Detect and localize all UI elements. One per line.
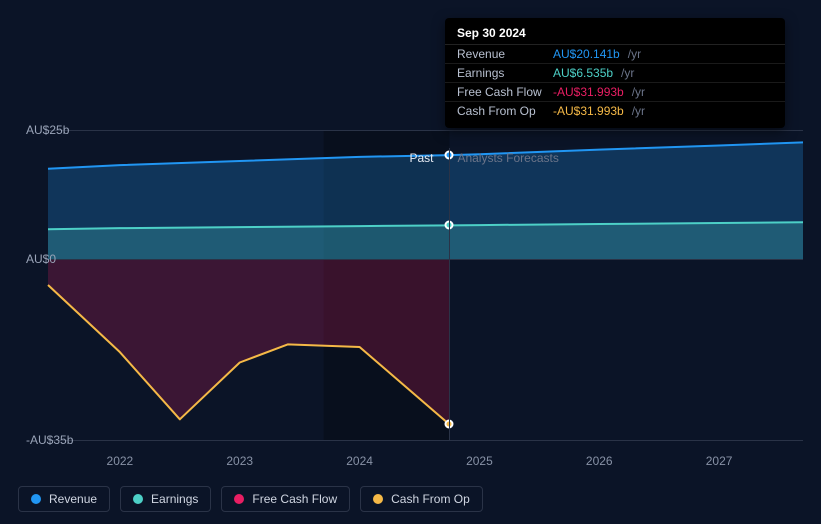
tooltip-row: Revenue AU$20.141b /yr <box>445 45 785 64</box>
x-axis-label: 2023 <box>226 454 253 468</box>
legend-label: Revenue <box>49 492 97 506</box>
x-axis-label: 2026 <box>586 454 613 468</box>
tooltip-row-value: AU$6.535b <box>553 66 613 80</box>
tooltip-row: Cash From Op -AU$31.993b /yr <box>445 102 785 120</box>
y-axis-label: AU$25b <box>26 123 69 137</box>
y-gridline <box>48 440 803 441</box>
tooltip-date: Sep 30 2024 <box>445 26 785 45</box>
chart-legend: Revenue Earnings Free Cash Flow Cash From O… <box>18 486 483 512</box>
legend-item[interactable]: Earnings <box>120 486 211 512</box>
y-axis-label: AU$0 <box>26 252 56 266</box>
tooltip-row-label: Earnings <box>457 66 547 80</box>
forecast-label: Analysts Forecasts <box>457 151 558 165</box>
x-axis-label: 2024 <box>346 454 373 468</box>
x-axis-label: 2025 <box>466 454 493 468</box>
y-axis-label: -AU$35b <box>26 433 73 447</box>
financial-chart: AU$25bAU$0-AU$35b 2022202320242025202620… <box>18 0 803 524</box>
tooltip-row-unit: /yr <box>632 85 645 99</box>
chart-svg <box>48 130 803 440</box>
tooltip-row-label: Revenue <box>457 47 547 61</box>
tooltip-row-value: -AU$31.993b <box>553 104 624 118</box>
x-axis-label: 2027 <box>706 454 733 468</box>
x-axis-label: 2022 <box>107 454 134 468</box>
legend-item[interactable]: Revenue <box>18 486 110 512</box>
tooltip-row-unit: /yr <box>628 47 641 61</box>
legend-label: Earnings <box>151 492 198 506</box>
tooltip-row-value: AU$20.141b <box>553 47 620 61</box>
y-gridline <box>48 259 803 260</box>
past-label: Past <box>409 151 433 165</box>
legend-swatch <box>373 494 383 504</box>
tooltip-row-value: -AU$31.993b <box>553 85 624 99</box>
legend-swatch <box>234 494 244 504</box>
tooltip-row-unit: /yr <box>632 104 645 118</box>
legend-swatch <box>133 494 143 504</box>
tooltip-row-label: Free Cash Flow <box>457 85 547 99</box>
legend-swatch <box>31 494 41 504</box>
plot-area[interactable]: AU$25bAU$0-AU$35b <box>48 130 803 440</box>
chart-tooltip: Sep 30 2024 RevenueAU$20.141b /yrEarning… <box>445 18 785 128</box>
legend-label: Free Cash Flow <box>252 492 337 506</box>
tooltip-row-label: Cash From Op <box>457 104 547 118</box>
past-forecast-divider <box>449 148 450 440</box>
y-gridline <box>48 130 803 131</box>
legend-label: Cash From Op <box>391 492 470 506</box>
tooltip-row-unit: /yr <box>621 66 634 80</box>
legend-item[interactable]: Free Cash Flow <box>221 486 350 512</box>
x-axis: 2022 2023 2024 2025 2026 2027 <box>48 450 803 470</box>
tooltip-row: Free Cash Flow -AU$31.993b /yr <box>445 83 785 102</box>
tooltip-row: Earnings AU$6.535b /yr <box>445 64 785 83</box>
legend-item[interactable]: Cash From Op <box>360 486 483 512</box>
